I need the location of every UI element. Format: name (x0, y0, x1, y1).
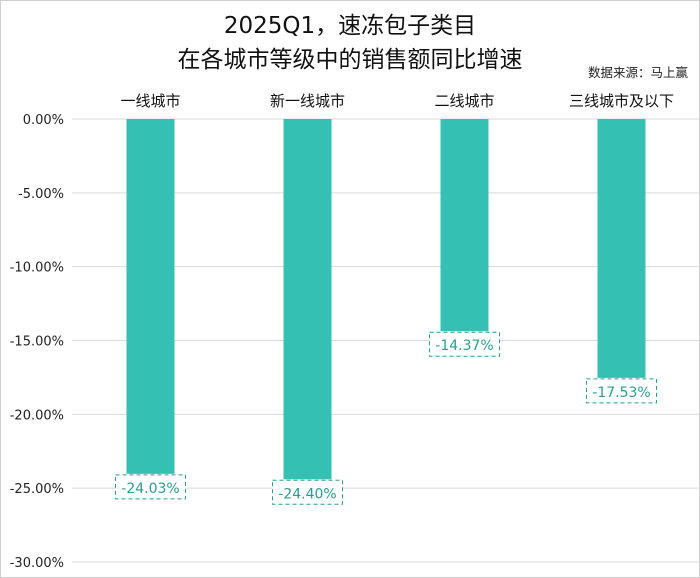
bar (440, 119, 489, 332)
data-label: -24.40% (278, 486, 336, 502)
data-label: -17.53% (592, 385, 650, 401)
x-category-label: 三线城市及以下 (569, 92, 674, 110)
y-tick-label: -20.00% (10, 408, 64, 423)
data-label: -14.37% (435, 338, 493, 354)
data-label-box (272, 479, 343, 505)
data-label-box (115, 474, 186, 500)
data-label-box (429, 331, 500, 357)
bar (597, 119, 646, 378)
x-category-label: 二线城市 (434, 92, 494, 110)
data-label-box (586, 378, 657, 404)
y-tick-label: -5.00% (18, 187, 64, 202)
y-tick-label: -10.00% (10, 261, 64, 276)
y-tick-label: -15.00% (10, 335, 64, 350)
y-tick-label: -25.00% (10, 482, 64, 497)
y-tick-label: -30.00% (10, 556, 64, 571)
source-note: 数据来源：马上赢 (587, 65, 688, 80)
chart-title-line2: 在各城市等级中的销售额同比增速 (177, 47, 523, 73)
y-tick-label: 0.00% (23, 113, 64, 128)
chart-title-line1: 2025Q1，速冻包子类目 (223, 13, 477, 39)
data-label: -24.03% (121, 481, 179, 497)
bar (283, 119, 332, 480)
x-category-label: 一线城市 (120, 92, 180, 110)
x-category-label: 新一线城市 (270, 92, 345, 110)
bar (126, 119, 175, 474)
